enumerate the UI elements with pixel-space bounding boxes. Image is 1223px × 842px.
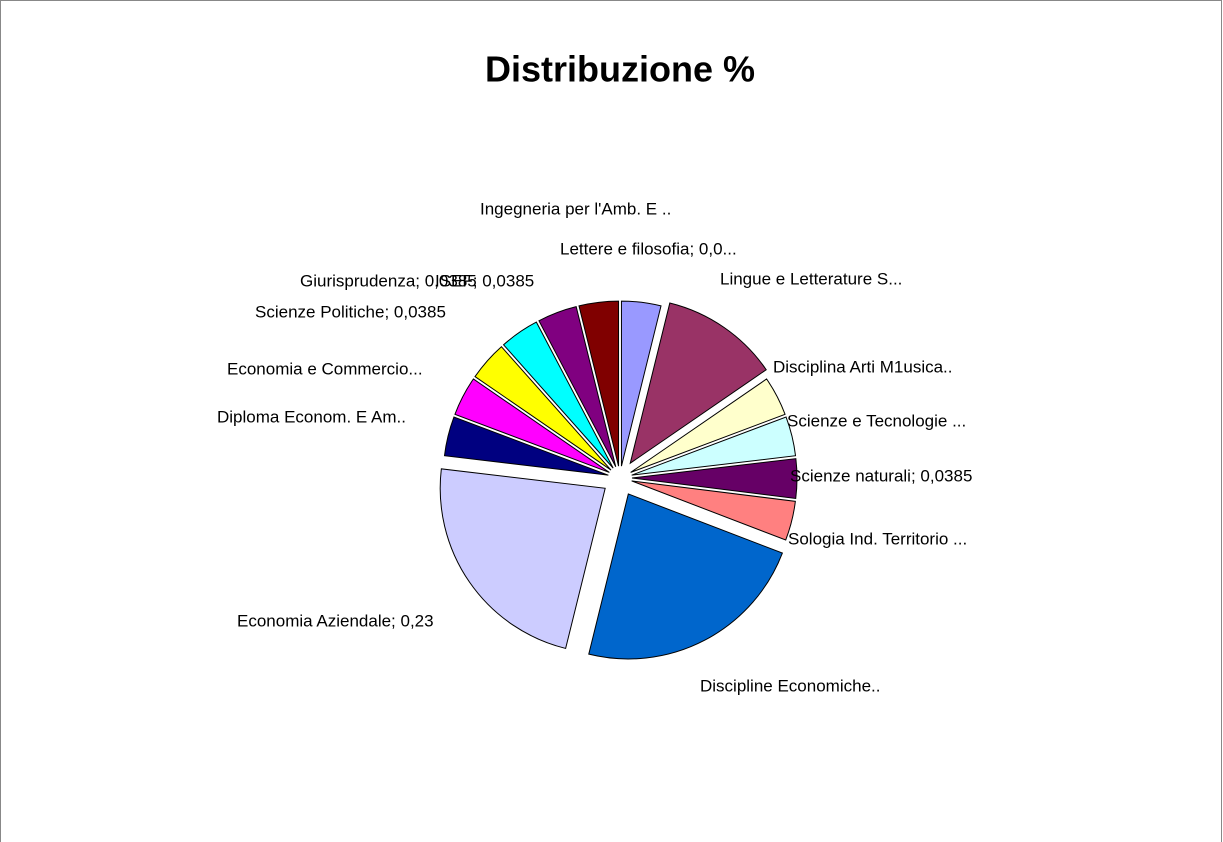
pie-slice bbox=[538, 305, 617, 468]
pie-slice bbox=[631, 480, 796, 541]
slice-label: Sologia Ind. Territorio ... bbox=[788, 529, 967, 548]
slice-label: Scienze naturali; 0,0385 bbox=[790, 466, 972, 485]
slice-label: Ingegneria per l'Amb. E .. bbox=[480, 199, 671, 218]
pie-slice bbox=[578, 300, 620, 467]
slice-label: Scienze Politiche; 0,0385 bbox=[255, 302, 446, 321]
slice-label: Scienze e Tecnologie ... bbox=[787, 411, 966, 430]
slice-label: Lettere e filosofia; 0,0... bbox=[560, 239, 737, 258]
pie-slice bbox=[620, 300, 662, 467]
slice-label: Economia Aziendale; 0,23 bbox=[237, 611, 434, 630]
pie-slice bbox=[443, 416, 609, 476]
pie-slice bbox=[631, 416, 797, 476]
pie-slice bbox=[630, 378, 786, 473]
pie-slice bbox=[439, 468, 606, 650]
slice-label: Discipline Economiche.. bbox=[700, 676, 880, 695]
slice-label: Diploma Econom. E Am.. bbox=[217, 407, 406, 426]
slice-label: ISEF; 0,0385 bbox=[435, 271, 534, 290]
slice-label: Lingue e Letterature S... bbox=[720, 269, 902, 288]
pie-slice bbox=[474, 346, 612, 471]
pie-slice bbox=[502, 321, 614, 469]
chart-title: Distribuzione % bbox=[485, 49, 755, 90]
pie-slice bbox=[454, 378, 610, 473]
pie-slice bbox=[631, 458, 798, 500]
slice-label: Disciplina Arti M1usica.. bbox=[773, 357, 953, 376]
pie-slice bbox=[629, 302, 767, 465]
slice-label: Economia e Commercio... bbox=[227, 359, 423, 378]
slice-label: Giurisprudenza; 0,0385 bbox=[300, 271, 477, 290]
pie-slice bbox=[588, 493, 784, 660]
